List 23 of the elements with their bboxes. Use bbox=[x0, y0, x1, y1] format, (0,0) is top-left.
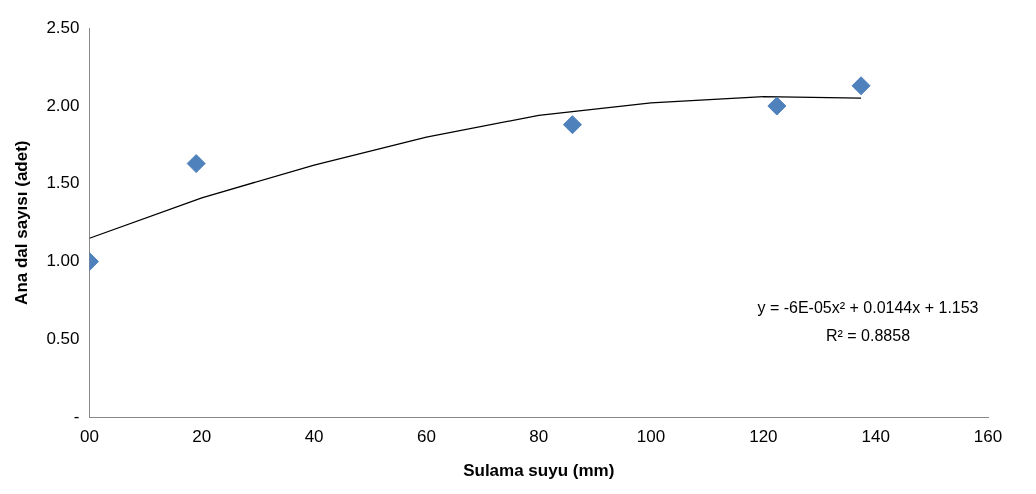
x-tick-label: 80 bbox=[529, 427, 549, 447]
x-tick-label: 140 bbox=[861, 427, 890, 447]
x-tick-label: 40 bbox=[304, 427, 324, 447]
point bbox=[562, 115, 582, 135]
annotation: R² = 0.8858 bbox=[825, 326, 911, 344]
y-tick-label: 1.00 bbox=[46, 251, 80, 271]
point bbox=[767, 96, 787, 116]
point bbox=[851, 76, 871, 96]
y-axis-title: Ana dal sayısı (adet) bbox=[11, 140, 31, 305]
x-axis-title: Sulama suyu (mm) bbox=[463, 461, 615, 481]
x-tick-label: 120 bbox=[749, 427, 778, 447]
annotation: y = -6E-05x² + 0.0144x + 1.153 bbox=[757, 298, 979, 316]
y-tick-label: 2.50 bbox=[46, 17, 80, 37]
y-tick-label: - bbox=[73, 406, 80, 426]
y-tick-label: 1.50 bbox=[46, 173, 80, 193]
x-tick-label: 100 bbox=[636, 427, 666, 447]
x-tick-label: 60 bbox=[416, 427, 436, 447]
y-tick-label: 2.00 bbox=[46, 95, 80, 115]
point bbox=[186, 154, 206, 174]
y-tick-label: 0.50 bbox=[46, 329, 80, 349]
x-tick-label: 20 bbox=[192, 427, 212, 447]
x-tick-label: 00 bbox=[80, 427, 99, 447]
x-tick-label: 160 bbox=[973, 427, 1003, 447]
